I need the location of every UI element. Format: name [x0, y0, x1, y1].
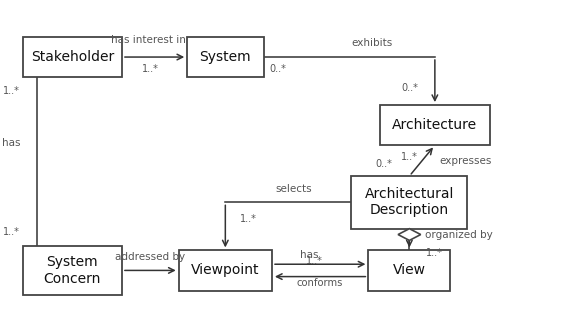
Bar: [351, 176, 467, 229]
Text: 1..*: 1..*: [401, 152, 418, 162]
Bar: [187, 37, 263, 77]
Text: 1..*: 1..*: [306, 256, 323, 266]
Text: conforms: conforms: [297, 278, 343, 288]
Text: Stakeholder: Stakeholder: [31, 50, 114, 64]
Text: has interest in: has interest in: [112, 35, 186, 45]
Text: 0..*: 0..*: [401, 83, 418, 93]
Text: 1..*: 1..*: [142, 64, 159, 74]
Text: addressed by: addressed by: [115, 252, 185, 262]
Text: exhibits: exhibits: [351, 38, 393, 48]
Text: selects: selects: [275, 184, 312, 194]
Text: 0..*: 0..*: [375, 159, 392, 169]
Text: System
Concern: System Concern: [44, 255, 101, 285]
Text: 1..*: 1..*: [427, 248, 443, 258]
Bar: [369, 250, 450, 290]
Text: View: View: [393, 263, 426, 277]
Text: 1..*: 1..*: [3, 227, 20, 237]
Polygon shape: [398, 229, 421, 241]
Text: 0..*: 0..*: [269, 64, 286, 74]
Text: has: has: [300, 250, 318, 260]
Bar: [380, 105, 490, 145]
Text: 1..*: 1..*: [240, 214, 256, 224]
Text: Architecture: Architecture: [392, 118, 477, 132]
Bar: [23, 37, 122, 77]
Text: has: has: [2, 138, 21, 148]
Text: expresses: expresses: [440, 156, 492, 166]
Text: Viewpoint: Viewpoint: [191, 263, 259, 277]
Text: Architectural
Description: Architectural Description: [365, 187, 454, 217]
Bar: [23, 246, 122, 295]
Text: System: System: [200, 50, 251, 64]
Text: organized by: organized by: [426, 230, 493, 240]
Text: 1..*: 1..*: [3, 86, 20, 96]
Bar: [179, 250, 272, 290]
